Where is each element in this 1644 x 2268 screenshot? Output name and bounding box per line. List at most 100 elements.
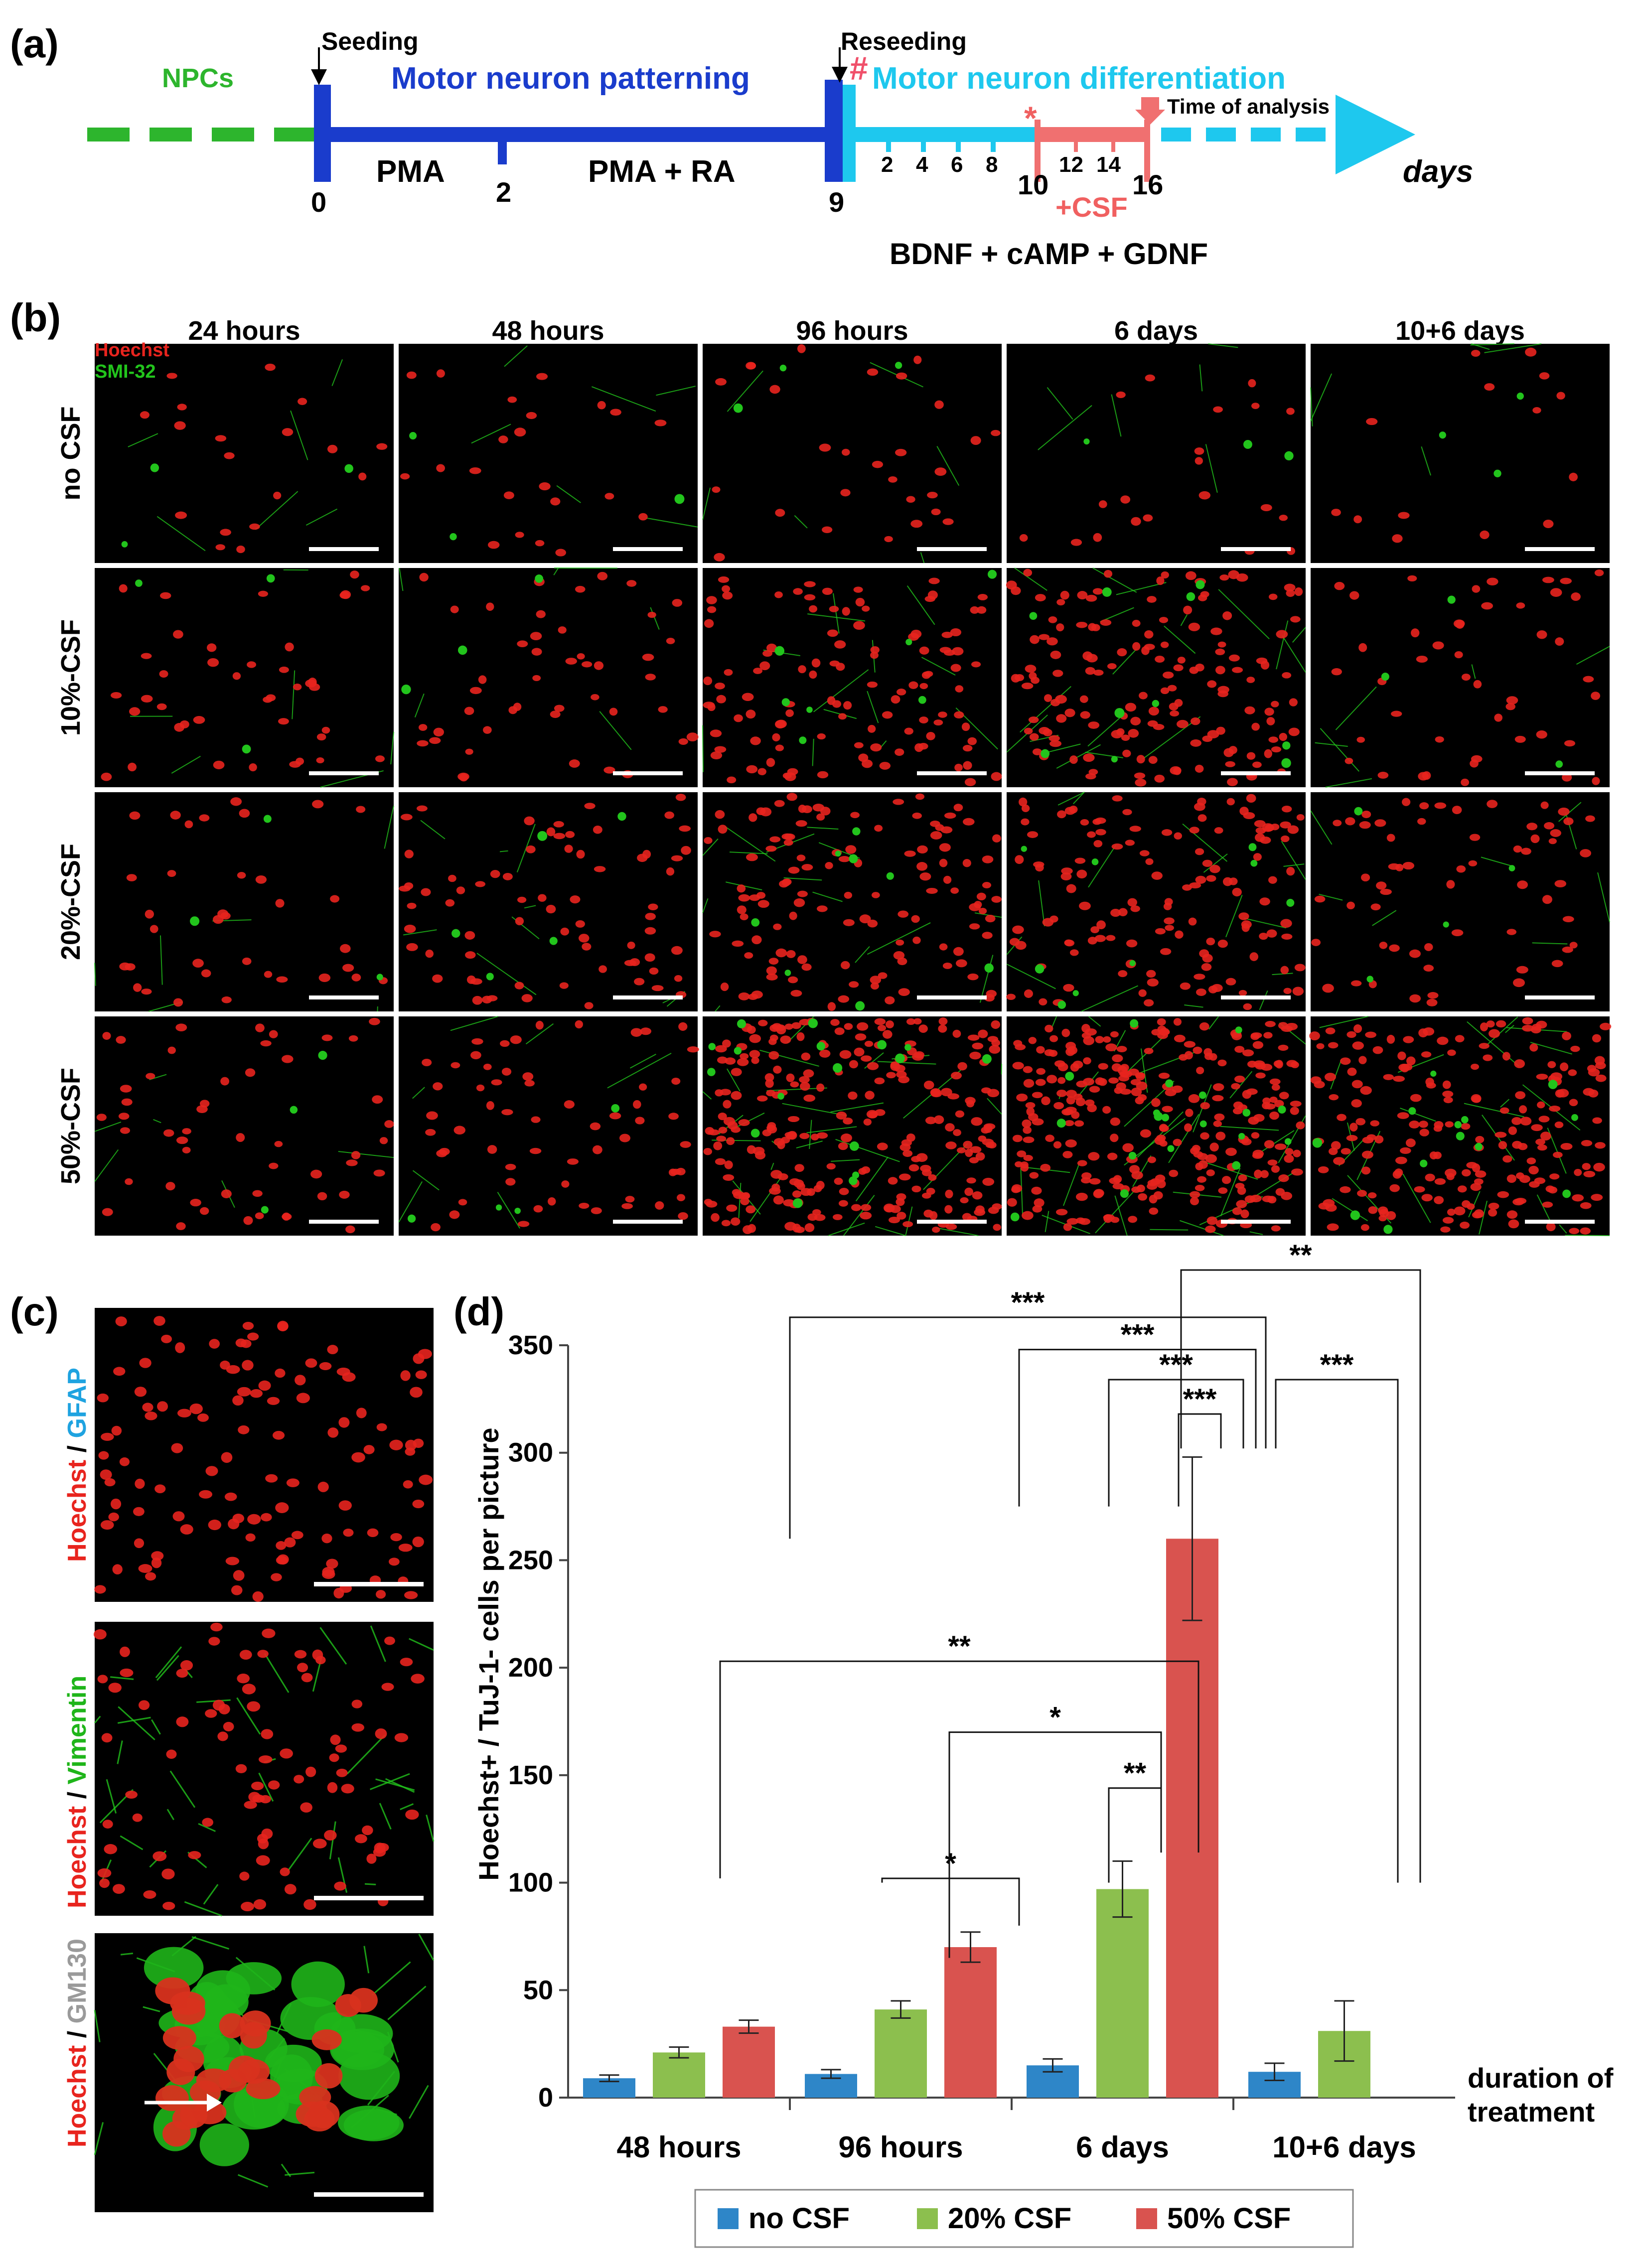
micrograph-cell <box>702 792 1002 1012</box>
scale-bar <box>917 995 987 999</box>
significance-label: ** <box>1124 1757 1147 1790</box>
legend-item: 20% CSF <box>917 2202 1071 2235</box>
legend-item: no CSF <box>718 2202 850 2235</box>
panel-b-image-grid: (b) 24 hours 48 hours 96 hours 6 days 10+6 d… <box>10 295 1612 1236</box>
panel-label-b: (b) <box>10 295 61 340</box>
row-header: 50%-CSF <box>56 1068 86 1184</box>
tick-0: 0 <box>311 186 326 218</box>
significance-bracket: ** <box>1108 1757 1162 1883</box>
scale-bar <box>1525 995 1595 999</box>
micrograph-cell <box>702 1016 1002 1236</box>
scale-bar <box>613 547 683 551</box>
scale-bar <box>1525 771 1595 775</box>
row-header: no CSF <box>56 407 86 501</box>
npc-dashed-line <box>87 128 314 142</box>
scale-bar <box>1221 995 1291 999</box>
scale-bar <box>314 1896 424 1900</box>
panel-d-chart: (d) 0 50 100 150 200 250 300 350 48 hours 96 hour… <box>453 1239 1614 2248</box>
micrograph-cell <box>1311 568 1610 788</box>
arrow-head-icon <box>207 2094 222 2112</box>
small-tick: 2 <box>881 152 893 177</box>
micrograph-cell <box>702 344 1002 564</box>
significance-bracket: *** <box>1108 1349 1244 1507</box>
factors-label: BDNF + cAMP + GDNF <box>890 237 1208 271</box>
asterisk-mark: * <box>1024 100 1037 137</box>
patterning-label: Motor neuron patterning <box>391 61 750 96</box>
csf-bar <box>1035 127 1150 142</box>
significance-bracket: ** <box>719 1630 1199 1878</box>
y-tick-label: 0 <box>538 2083 553 2113</box>
tick-2: 2 <box>496 176 511 208</box>
micrograph-cell <box>95 344 394 563</box>
micrograph-cell <box>1310 792 1610 1011</box>
small-tick-red: 14 <box>1096 152 1121 177</box>
y-tick-label: 250 <box>508 1545 553 1575</box>
x-tick-label: 48 hours <box>616 2130 741 2164</box>
npcs-label: NPCs <box>162 63 234 93</box>
micrograph-cell <box>399 344 698 563</box>
scale-bar <box>314 1582 424 1586</box>
scale-bar <box>917 547 987 551</box>
label-hoechst: Hoechst <box>63 1460 92 1562</box>
scale-bar <box>613 1220 683 1224</box>
legend-label: 50% CSF <box>1167 2202 1291 2235</box>
bar <box>1096 1889 1149 2098</box>
significance-bracket: * <box>881 1847 1020 1926</box>
panel-label-d: (d) <box>453 1289 504 1334</box>
panel-label-a: (a) <box>10 21 59 66</box>
differentiation-bar <box>843 127 1035 142</box>
scale-bar <box>1221 771 1291 775</box>
micrograph-cell <box>95 568 394 788</box>
svg-text:Hoechst / Vimentin: Hoechst / Vimentin <box>63 1676 92 1908</box>
significance-label: * <box>1049 1701 1061 1734</box>
row-headers: no CSF 10%-CSF 20%-CSF 50%-CSF <box>56 407 86 1185</box>
significance-label: *** <box>1320 1349 1354 1381</box>
legend-swatch <box>1136 2208 1157 2229</box>
panel-c-label-1: Hoechst / Vimentin <box>63 1676 92 1908</box>
panel-c-cell <box>93 1622 435 1917</box>
bar <box>875 2009 927 2098</box>
panel-a-timeline: (a) NPCs Seeding Motor neuron patterning… <box>10 21 1473 271</box>
micrograph-cell <box>399 792 698 1011</box>
micrograph-cell <box>1309 1016 1612 1236</box>
significance-bracket: *** <box>1178 1383 1222 1507</box>
scale-bar <box>309 771 379 775</box>
significance-label: *** <box>1159 1349 1193 1381</box>
analysis-arrow-icon <box>1135 97 1165 125</box>
micrograph-cell <box>1310 343 1610 563</box>
y-tick-label: 300 <box>508 1438 553 1468</box>
micrograph-cell <box>1006 567 1306 787</box>
reseeding-label: Reseeding <box>841 27 967 55</box>
csf-end <box>1144 120 1150 182</box>
legend-label: 20% CSF <box>948 2202 1071 2235</box>
plus-csf-label: +CSF <box>1055 191 1128 223</box>
row-header: 20%-CSF <box>56 844 86 960</box>
legend-label: no CSF <box>748 2202 850 2235</box>
panel-c-label-0: Hoechst / GFAP <box>63 1368 92 1562</box>
column-header: 10+6 days <box>1395 316 1525 346</box>
x-tick-label: 6 days <box>1076 2130 1169 2164</box>
label-sep: / <box>63 1785 92 1806</box>
micrograph-cells <box>94 343 1612 1236</box>
label-gm130: GM130 <box>63 1939 92 2024</box>
chart-legend: no CSF 20% CSF 50% CSF <box>694 2189 1354 2248</box>
label-gfap: GFAP <box>63 1368 92 1438</box>
label-sep: / <box>63 1438 92 1460</box>
timeline-arrow-icon <box>1336 95 1415 174</box>
scale-bar <box>613 771 683 775</box>
bar <box>723 2026 775 2098</box>
bar <box>944 1947 997 2098</box>
patterning-bar <box>314 127 837 142</box>
bar <box>653 2052 705 2098</box>
significance-label: *** <box>1183 1383 1217 1416</box>
row-header: 10%-CSF <box>56 619 86 736</box>
micrograph-cell <box>1007 343 1306 563</box>
y-tick-label: 100 <box>508 1868 553 1898</box>
svg-text:Hoechst / GM130: Hoechst / GM130 <box>63 1939 92 2147</box>
legend-item: 50% CSF <box>1136 2202 1291 2235</box>
tick-9: 9 <box>829 186 844 218</box>
x-axis-label-line2: treatment <box>1468 2096 1595 2127</box>
tick-16: 16 <box>1132 169 1163 200</box>
small-tick: 8 <box>986 152 998 177</box>
